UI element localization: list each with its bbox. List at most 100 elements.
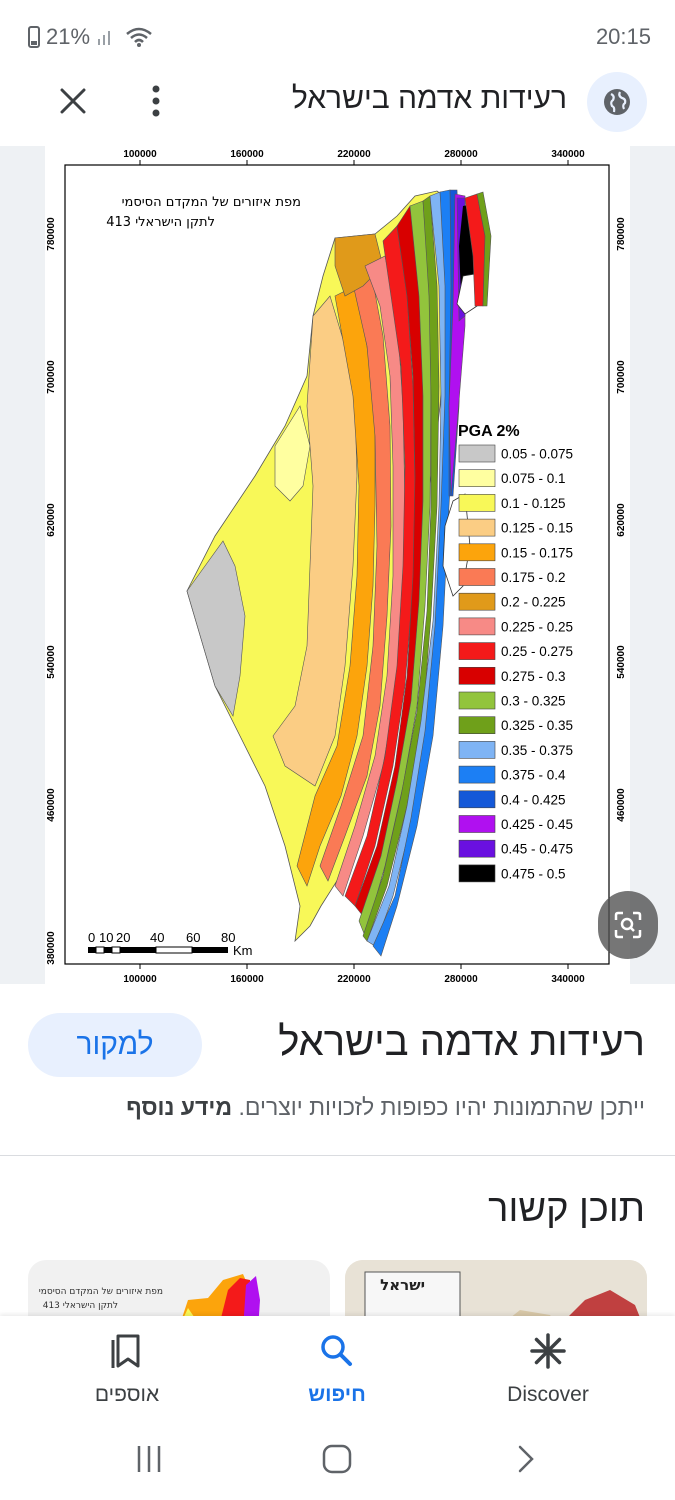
legend-title: PGA 2% [458, 423, 520, 440]
legend-swatch [458, 617, 496, 636]
x-tick-top: 220000 [337, 149, 371, 160]
scale-number: 20 [116, 930, 130, 945]
y-tick-left: 700000 [46, 360, 57, 394]
x-tick-bottom: 100000 [123, 974, 157, 984]
legend-swatch [458, 666, 496, 685]
legend-label: 0.125 - 0.15 [501, 521, 573, 536]
site-button[interactable] [587, 72, 647, 132]
legend-label: 0.05 - 0.075 [501, 447, 573, 462]
legend-swatch [458, 741, 496, 759]
scale-unit: Km [233, 943, 253, 958]
top-bar: רעידות אדמה בישראל [0, 72, 675, 132]
nav-collections-label: אוספים [94, 1383, 160, 1406]
nav-search-label: חיפוש [308, 1383, 366, 1406]
map-graphic: 100000 160000 220000 280000 340000 10000… [46, 149, 627, 985]
legend-label: 0.3 - 0.325 [501, 694, 566, 709]
status-indicators: 21% [28, 24, 154, 50]
x-tick-bottom: 280000 [444, 974, 478, 984]
y-tick-left: 780000 [46, 217, 57, 251]
legend-label: 0.1 - 0.125 [501, 496, 566, 511]
legend-label: 0.075 - 0.1 [501, 471, 566, 486]
legend-label: 0.2 - 0.225 [501, 595, 566, 610]
x-tick-bottom: 220000 [337, 974, 371, 984]
discover-asterisk-icon [530, 1333, 566, 1369]
result-title: רעידות אדמה בישראל [278, 1020, 645, 1064]
copyright-notice: ייתכן שהתמונות יהיו כפופות לזכויות יוצרי… [126, 1094, 645, 1121]
home-icon [322, 1444, 352, 1474]
close-icon [60, 88, 86, 114]
legend-label: 0.45 - 0.475 [501, 842, 573, 857]
legend-swatch [458, 815, 496, 833]
legend-swatch [458, 642, 496, 660]
legend-swatch [458, 494, 496, 512]
x-tick-top: 340000 [551, 149, 585, 160]
battery-percent: 21% [46, 24, 91, 49]
scale-number: 80 [221, 930, 235, 945]
copyright-text: ייתכן שהתמונות יהיו כפופות לזכויות יוצרי… [238, 1094, 645, 1120]
legend-swatch [458, 444, 496, 463]
legend-label: 0.425 - 0.45 [501, 817, 573, 832]
wifi-icon [126, 27, 152, 47]
nav-discover-label: Discover [507, 1383, 589, 1406]
home-button[interactable] [322, 1444, 352, 1479]
search-icon [321, 1335, 352, 1366]
y-tick-right: 780000 [616, 217, 627, 251]
status-bar: 21% 20:15 [0, 0, 675, 72]
recents-button[interactable] [134, 1444, 164, 1479]
x-tick-top: 100000 [123, 149, 157, 160]
y-tick-left: 380000 [46, 931, 57, 965]
related-content-heading: תוכן קשור [488, 1188, 645, 1230]
close-button[interactable] [52, 80, 94, 122]
x-tick-top: 160000 [230, 149, 264, 160]
legend-label: 0.325 - 0.35 [501, 718, 573, 733]
legend-label: 0.225 - 0.25 [501, 619, 573, 634]
legend-label: 0.4 - 0.425 [501, 792, 566, 807]
legend-swatch [458, 839, 496, 858]
thumb-label: ישראל [380, 1276, 425, 1294]
signal-icon [98, 31, 111, 45]
legend-swatch [458, 765, 496, 784]
israel-seismic-zones [186, 189, 492, 957]
more-vert-icon [152, 85, 160, 117]
legend-swatch [458, 691, 496, 710]
recents-icon [137, 1446, 161, 1472]
seismic-map-image: 100000 160000 220000 280000 340000 10000… [45, 146, 630, 985]
y-tick-left: 620000 [46, 503, 57, 537]
back-button[interactable] [514, 1444, 538, 1479]
visit-source-button[interactable]: למקור [28, 1013, 202, 1077]
y-tick-right: 540000 [616, 645, 627, 679]
globe-icon [604, 89, 630, 115]
more-options-button[interactable] [140, 80, 172, 122]
legend-swatch [458, 864, 496, 883]
legend-label: 0.375 - 0.4 [501, 768, 566, 783]
battery-icon [28, 26, 40, 48]
page-title: רעידות אדמה בישראל [291, 82, 567, 115]
map-caption-line1: מפת איזורים של המקדם הסיסמי [122, 195, 301, 210]
map-caption-line2: לתקן הישראלי 413 [106, 215, 215, 230]
legend-swatch [458, 469, 496, 488]
scale-number: 60 [186, 930, 200, 945]
nav-search[interactable]: חיפוש [262, 1332, 412, 1407]
y-tick-right: 700000 [616, 360, 627, 394]
legend: 0.05 - 0.075 0.075 - 0.1 0.1 - 0.125 0.125 … [458, 444, 573, 883]
image-viewer[interactable]: 100000 160000 220000 280000 340000 10000… [0, 146, 675, 985]
nav-discover[interactable]: Discover [473, 1332, 623, 1407]
scale-number: 10 [99, 930, 113, 945]
legend-swatch [458, 568, 496, 586]
chevron-right-icon [518, 1445, 534, 1473]
legend-label: 0.275 - 0.3 [501, 669, 566, 684]
legend-swatch [458, 543, 496, 562]
legend-label: 0.15 - 0.175 [501, 545, 573, 560]
legend-swatch [458, 716, 496, 735]
lens-search-button[interactable] [598, 891, 658, 959]
thumb-caption: מפת איזורים של המקדם הסיסמי [39, 1287, 163, 1297]
x-tick-bottom: 340000 [551, 974, 585, 984]
legend-swatch [458, 592, 496, 611]
x-tick-top: 280000 [444, 149, 478, 160]
nav-collections[interactable]: אוספים [52, 1332, 202, 1407]
scale-bar: 0 10 20 40 60 80 Km [88, 930, 253, 958]
y-tick-left: 540000 [46, 645, 57, 679]
more-info-link[interactable]: מידע נוסף [126, 1094, 233, 1120]
legend-label: 0.25 - 0.275 [501, 644, 573, 659]
collections-icon [111, 1334, 140, 1368]
